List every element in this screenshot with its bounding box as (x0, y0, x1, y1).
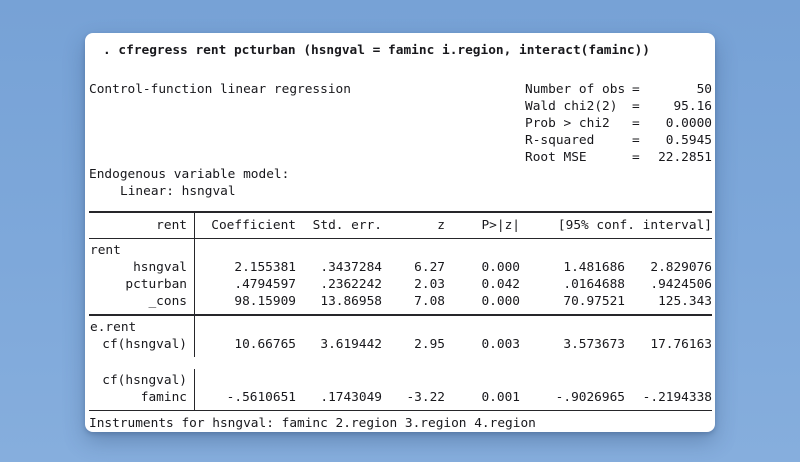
equals-sign: = (632, 82, 640, 97)
stat-row: R-squared = 0.5945 (525, 132, 712, 149)
cell-value: 70.97521 (563, 294, 625, 309)
table-body: rent hsngval 2.155381 .3437284 6.27 0.000 1.48… (89, 239, 712, 411)
depvar-header: rent (89, 212, 195, 238)
cell-value: 2.03 (414, 277, 445, 292)
stat-row: Wald chi2(2) = 95.16 (525, 98, 712, 115)
endogenous-model-header: Endogenous variable model: (89, 167, 290, 182)
table-row: hsngval 2.155381 .3437284 6.27 0.000 1.481686… (89, 259, 712, 276)
stat-label: Root MSE (525, 150, 587, 165)
row-label: cf(hsngval) (89, 335, 195, 357)
row-label: cf(hsngval) (89, 368, 195, 389)
cell-value: 0.001 (481, 389, 520, 405)
table-rule-top (89, 211, 712, 213)
cell-value: 3.573673 (563, 336, 625, 352)
endogenous-model-line: Linear: hsngval (120, 184, 236, 199)
equals-sign: = (632, 116, 640, 131)
table-group-row: cf(hsngval) (89, 368, 712, 389)
stat-value: 22.2851 (658, 150, 712, 165)
stat-row: Number of obs = 50 (525, 81, 712, 98)
stat-label: Prob > chi2 (525, 116, 610, 131)
stat-value: 0.5945 (665, 133, 712, 148)
cell-value: 0.003 (481, 336, 520, 352)
table-group-row: e.rent (89, 315, 712, 336)
fit-statistics: Number of obs = 50 Wald chi2(2) = 95.16 Prob… (525, 81, 712, 166)
regression-title: Control-function linear regression (89, 82, 351, 97)
table-row: cf(hsngval) 10.66765 3.619442 2.95 0.003 3.57… (89, 335, 712, 357)
column-header-pvalue: P>|z| (481, 217, 520, 233)
equals-sign: = (632, 150, 640, 165)
cell-value: 17.76163 (650, 336, 712, 352)
equation-gap (89, 357, 712, 369)
cell-value: .9424506 (650, 277, 712, 292)
cell-value: 10.66765 (234, 336, 296, 352)
results-table: rent Coefficient Std. err. z P>|z| [95% … (89, 211, 712, 432)
cell-value: -.9026965 (555, 389, 625, 405)
cell-value: 7.08 (414, 294, 445, 309)
stat-label: Number of obs (525, 82, 626, 97)
equals-sign: = (632, 133, 640, 148)
cell-value: .1743049 (320, 389, 382, 405)
row-label: e.rent (89, 315, 195, 336)
cell-value: .0164688 (563, 277, 625, 292)
cell-value: 98.15909 (234, 294, 296, 309)
table-rule (89, 409, 712, 411)
table-group-row: rent (89, 239, 712, 259)
table-row: faminc -.5610651 .1743049 -3.22 0.001 -.90269… (89, 388, 712, 410)
cell-value: .4794597 (234, 277, 296, 292)
cell-value: -.2194338 (642, 389, 712, 405)
cell-value: 0.000 (481, 260, 520, 275)
cell-value: -.5610651 (226, 389, 296, 405)
row-label: faminc (89, 388, 195, 410)
cell-value: 0.042 (481, 277, 520, 292)
stat-row: Root MSE = 22.2851 (525, 149, 712, 166)
column-header-stderr: Std. err. (312, 217, 382, 233)
cell-value: 13.86958 (320, 294, 382, 309)
cell-value: 6.27 (414, 260, 445, 275)
table-row: _cons 98.15909 13.86958 7.08 0.000 70.97521 12… (89, 293, 712, 314)
cell-value: 3.619442 (320, 336, 382, 352)
stat-label: Wald chi2(2) (525, 99, 618, 114)
row-label: pcturban (89, 276, 195, 293)
cell-value: 125.343 (658, 294, 712, 309)
column-header-z: z (437, 217, 445, 233)
cell-value: 2.829076 (650, 260, 712, 275)
row-label: rent (89, 239, 195, 259)
stat-row: Prob > chi2 = 0.0000 (525, 115, 712, 132)
stat-value: 50 (696, 82, 712, 97)
cell-value: 2.95 (414, 336, 445, 352)
stat-value: 95.16 (673, 99, 712, 114)
column-header-confidence-interval: [95% conf. interval] (557, 217, 712, 233)
table-header-row: rent Coefficient Std. err. z P>|z| [95% … (89, 212, 712, 238)
stat-label: R-squared (525, 133, 595, 148)
row-label: _cons (89, 293, 195, 314)
cell-value: .2362242 (320, 277, 382, 292)
cell-value: 1.481686 (563, 260, 625, 275)
stata-output-window: . cfregress rent pcturban (hsngval = fam… (85, 33, 715, 432)
cell-value: 0.000 (481, 294, 520, 309)
cell-value: 2.155381 (234, 260, 296, 275)
table-rule (89, 314, 712, 316)
equals-sign: = (632, 99, 640, 114)
stat-value: 0.0000 (665, 116, 712, 131)
table-row: pcturban .4794597 .2362242 2.03 0.042 .016468… (89, 276, 712, 293)
command-line: . cfregress rent pcturban (hsngval = fam… (103, 43, 651, 58)
table-rule-header-bottom (89, 237, 712, 239)
instruments-footer: Instruments for hsngval: faminc 2.region… (89, 416, 536, 431)
row-label: hsngval (89, 259, 195, 276)
cell-value: -3.22 (406, 389, 445, 405)
column-header-coefficient: Coefficient (211, 217, 296, 233)
cell-value: .3437284 (320, 260, 382, 275)
